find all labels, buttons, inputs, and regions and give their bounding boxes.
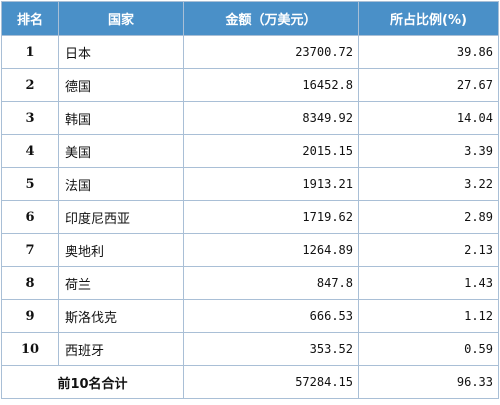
rank-cell: 5 (1, 167, 59, 201)
share-cell: 2.13 (358, 233, 499, 267)
rank-cell: 2 (1, 68, 59, 102)
share-cell: 14.04 (358, 101, 499, 135)
share-cell: 3.22 (358, 167, 499, 201)
rank-cell: 1 (1, 35, 59, 69)
header-rank: 排名 (1, 1, 59, 36)
table-body: 1 日本 23700.72 39.86 2 德国 16452.8 27.67 3… (1, 35, 499, 399)
country-cell: 印度尼西亚 (58, 200, 184, 234)
table-row: 8 荷兰 847.8 1.43 (1, 266, 499, 300)
total-label: 前10名合计 (1, 365, 184, 399)
rank-cell: 3 (1, 101, 59, 135)
amount-cell: 847.8 (183, 266, 359, 300)
table-row: 2 德国 16452.8 27.67 (1, 68, 499, 102)
amount-cell: 2015.15 (183, 134, 359, 168)
table-row: 5 法国 1913.21 3.22 (1, 167, 499, 201)
share-cell: 27.67 (358, 68, 499, 102)
country-cell: 法国 (58, 167, 184, 201)
amount-cell: 1719.62 (183, 200, 359, 234)
share-cell: 1.12 (358, 299, 499, 333)
table-row: 4 美国 2015.15 3.39 (1, 134, 499, 168)
share-cell: 1.43 (358, 266, 499, 300)
table-row: 7 奥地利 1264.89 2.13 (1, 233, 499, 267)
amount-cell: 23700.72 (183, 35, 359, 69)
amount-cell: 1264.89 (183, 233, 359, 267)
amount-cell: 353.52 (183, 332, 359, 366)
table-header: 排名 国家 金额（万美元） 所占比例(%) (1, 1, 499, 36)
share-cell: 3.39 (358, 134, 499, 168)
table-row: 10 西班牙 353.52 0.59 (1, 332, 499, 366)
rank-cell: 8 (1, 266, 59, 300)
header-country: 国家 (58, 1, 184, 36)
amount-cell: 16452.8 (183, 68, 359, 102)
country-cell: 荷兰 (58, 266, 184, 300)
rank-cell: 9 (1, 299, 59, 333)
header-share: 所占比例(%) (358, 1, 499, 36)
country-cell: 日本 (58, 35, 184, 69)
country-cell: 奥地利 (58, 233, 184, 267)
amount-cell: 8349.92 (183, 101, 359, 135)
share-cell: 2.89 (358, 200, 499, 234)
total-amount-cell: 57284.15 (183, 365, 359, 399)
total-share-cell: 96.33 (358, 365, 499, 399)
table-row: 1 日本 23700.72 39.86 (1, 35, 499, 69)
country-cell: 韩国 (58, 101, 184, 135)
share-cell: 0.59 (358, 332, 499, 366)
header-row: 排名 国家 金额（万美元） 所占比例(%) (1, 1, 499, 36)
table-row: 3 韩国 8349.92 14.04 (1, 101, 499, 135)
header-amount: 金额（万美元） (183, 1, 359, 36)
amount-cell: 1913.21 (183, 167, 359, 201)
table-row: 9 斯洛伐克 666.53 1.12 (1, 299, 499, 333)
country-cell: 德国 (58, 68, 184, 102)
amount-cell: 666.53 (183, 299, 359, 333)
country-cell: 美国 (58, 134, 184, 168)
rank-cell: 7 (1, 233, 59, 267)
rank-cell: 6 (1, 200, 59, 234)
rank-cell: 4 (1, 134, 59, 168)
country-cell: 斯洛伐克 (58, 299, 184, 333)
country-cell: 西班牙 (58, 332, 184, 366)
total-row: 前10名合计 57284.15 96.33 (1, 365, 499, 399)
rank-cell: 10 (1, 332, 59, 366)
table-row: 6 印度尼西亚 1719.62 2.89 (1, 200, 499, 234)
share-cell: 39.86 (358, 35, 499, 69)
ranking-table: 排名 国家 金额（万美元） 所占比例(%) 1 日本 23700.72 39.8… (1, 1, 499, 399)
